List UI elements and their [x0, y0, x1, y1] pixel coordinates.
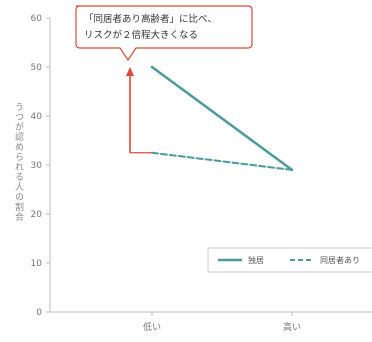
series-line-0: [150, 65, 294, 172]
legend-label-solo: 独居: [248, 255, 264, 265]
callout-line-1: 「同居者あり高齢者」に比べ、: [84, 13, 217, 25]
x-tick-label: 高い: [283, 321, 301, 333]
y-tick-label: 10: [31, 259, 43, 269]
y-tick-label: 50: [31, 63, 43, 73]
series-layer: [150, 65, 294, 172]
y-axis-title: うつが認められる人の割合: [13, 102, 24, 222]
y-tick-label: 0: [36, 308, 42, 318]
callout-line-2: リスクが２倍程大きくなる: [84, 29, 198, 41]
y-tick-label: 30: [31, 161, 43, 171]
x-tick-label: 低い: [143, 321, 161, 333]
callout-box: [75, 5, 253, 62]
legend: 独居 同居者あり: [207, 247, 372, 273]
y-tick-label: 20: [31, 210, 43, 220]
callout: 「同居者あり高齢者」に比べ、 リスクが２倍程大きくなる: [75, 5, 253, 62]
x-axis-ticks: 低い 高い: [143, 312, 301, 333]
legend-label-cohabit: 同居者あり: [320, 256, 360, 265]
y-tick-label: 40: [31, 112, 43, 122]
annotation-arrow: [126, 67, 152, 154]
series-line-1: [151, 151, 293, 171]
arrow-head: [126, 67, 134, 76]
y-tick-label: 60: [31, 14, 43, 24]
y-axis-ticks: 0 10 20 30 40 50 60: [31, 14, 50, 318]
